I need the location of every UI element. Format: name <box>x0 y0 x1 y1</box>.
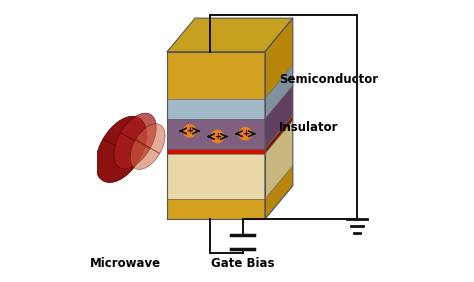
Text: Insulator: Insulator <box>279 120 338 134</box>
Bar <box>167 98 265 119</box>
Circle shape <box>239 127 252 140</box>
Text: +: + <box>214 132 221 141</box>
Circle shape <box>183 125 196 137</box>
Polygon shape <box>265 65 293 119</box>
Polygon shape <box>136 124 165 154</box>
Polygon shape <box>265 166 293 219</box>
Text: Microwave: Microwave <box>90 257 161 270</box>
Text: Semiconductor: Semiconductor <box>279 73 378 86</box>
Text: Gate Bias: Gate Bias <box>211 257 274 270</box>
Polygon shape <box>130 140 160 169</box>
Polygon shape <box>95 139 139 182</box>
Text: +: + <box>242 129 249 138</box>
Circle shape <box>211 130 224 143</box>
Polygon shape <box>167 18 293 52</box>
Bar <box>167 52 265 98</box>
Bar <box>167 149 265 154</box>
Polygon shape <box>265 115 293 154</box>
Bar <box>167 154 265 199</box>
Polygon shape <box>103 116 147 160</box>
Text: +: + <box>186 126 193 135</box>
Polygon shape <box>265 85 293 149</box>
Polygon shape <box>265 120 293 199</box>
Bar <box>167 199 265 219</box>
Polygon shape <box>120 113 156 149</box>
Polygon shape <box>265 18 293 98</box>
Polygon shape <box>114 133 150 169</box>
Bar <box>167 119 265 149</box>
